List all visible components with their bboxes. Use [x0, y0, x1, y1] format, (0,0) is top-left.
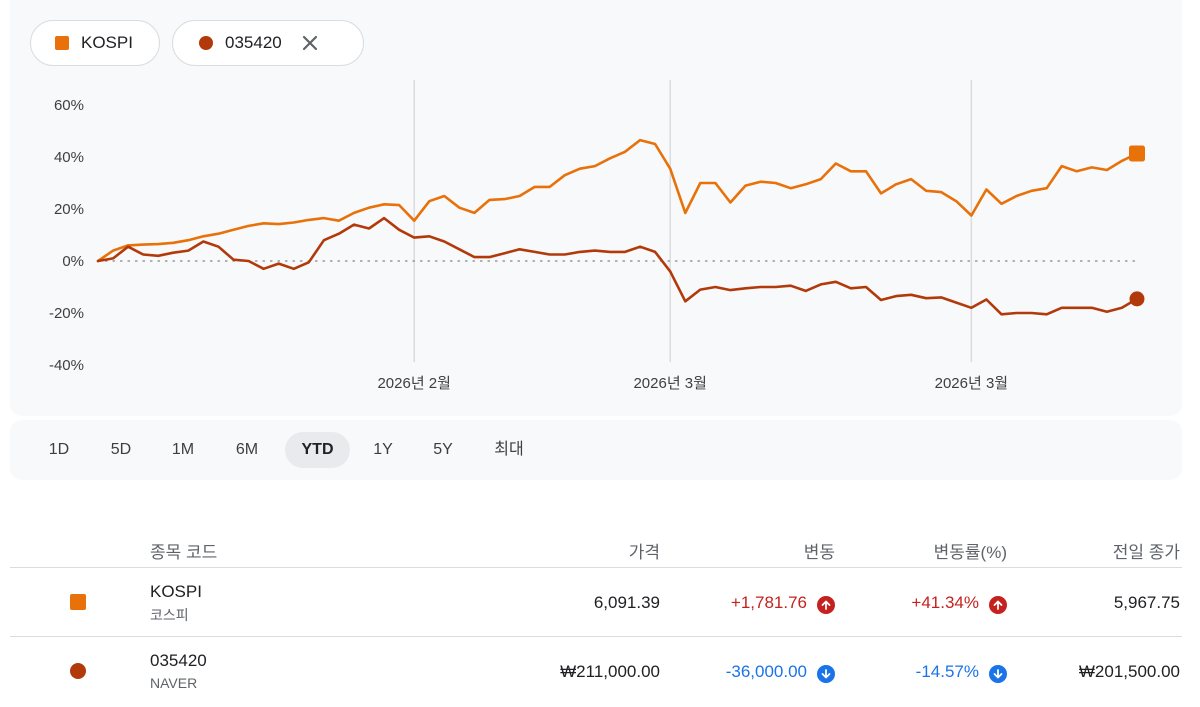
y-tick-label: 0% [62, 253, 84, 270]
series-end-marker-naver [1129, 291, 1145, 307]
series-line-kospi [96, 138, 1139, 263]
y-tick-label: 20% [54, 201, 84, 218]
row-change-value: +1,781.76 [730, 593, 807, 612]
arrow-down-icon [989, 665, 1007, 683]
y-tick-label: 60% [54, 97, 84, 114]
line-chart: 2026년 2월 2026년 3월 2026년 3월 60% 40% 20% 0% -20% -… [49, 80, 1145, 392]
row-percent-value: +41.34% [911, 593, 979, 612]
legend-label-kospi: KOSPI [81, 33, 133, 52]
y-tick-label: -40% [49, 357, 84, 374]
range-6m[interactable]: 6M [235, 441, 259, 458]
arrow-up-icon [817, 596, 835, 614]
legend-chip-kospi[interactable]: KOSPI [30, 20, 160, 66]
row-change: +1,781.76 [585, 593, 835, 614]
range-1m[interactable]: 1M [171, 441, 195, 458]
close-icon[interactable] [300, 33, 320, 53]
series-line-naver [96, 216, 1139, 316]
row-percent: +41.34% [757, 593, 1007, 614]
row-name: 코스피 [150, 607, 189, 623]
legend-chip-naver[interactable]: 035420 [172, 20, 364, 66]
range-1y[interactable]: 1Y [373, 441, 393, 458]
naver-circle-marker [199, 36, 213, 50]
row-prev-close: 5,967.75 [1113, 593, 1180, 612]
x-tick-label: 2026년 3월 [633, 375, 706, 392]
header-percent: 변동률(%) [933, 543, 1007, 562]
kospi-square-marker [55, 36, 69, 50]
range-5y[interactable]: 5Y [433, 441, 453, 458]
range-ytd[interactable]: YTD [285, 432, 350, 468]
header-prev-close: 전일 종가 [1112, 543, 1180, 562]
kospi-square-marker [70, 594, 86, 610]
y-tick-label: -20% [49, 305, 84, 322]
range-5d[interactable]: 5D [110, 441, 132, 458]
legend-label-naver: 035420 [225, 33, 282, 52]
header-symbol: 종목 코드 [150, 543, 218, 562]
header-divider [10, 567, 1182, 568]
series-end-marker-kospi [1129, 145, 1145, 162]
x-tick-label: 2026년 3월 [935, 375, 1008, 392]
row-prev-close: ₩201,500.00 [1078, 662, 1180, 681]
naver-circle-marker [70, 663, 86, 679]
header-change: 변동 [803, 543, 835, 562]
range-1d[interactable]: 1D [48, 441, 70, 458]
row-symbol: 035420 [150, 651, 207, 670]
row-price: 6,091.39 [593, 593, 660, 612]
arrow-down-icon [817, 665, 835, 683]
row-symbol: KOSPI [150, 582, 202, 601]
row-price: ₩211,000.00 [560, 662, 660, 681]
x-tick-label: 2026년 2월 [377, 375, 450, 392]
row-percent-value: -14.57% [915, 662, 979, 681]
arrow-up-icon [989, 596, 1007, 614]
row-change-value: -36,000.00 [725, 662, 807, 681]
time-range-selector: 1D 5D 1M 6M YTD 1Y 5Y 최대 [10, 420, 1182, 480]
row-percent: -14.57% [757, 662, 1007, 683]
row-change: -36,000.00 [585, 662, 835, 683]
y-tick-label: 40% [54, 149, 84, 166]
range-max[interactable]: 최대 [494, 441, 524, 458]
chart-panel: 2026년 2월 2026년 3월 2026년 3월 60% 40% 20% 0% -20% -… [10, 0, 1182, 416]
header-price: 가격 [628, 543, 660, 562]
row-divider [10, 636, 1182, 637]
row-name: NAVER [150, 675, 198, 691]
